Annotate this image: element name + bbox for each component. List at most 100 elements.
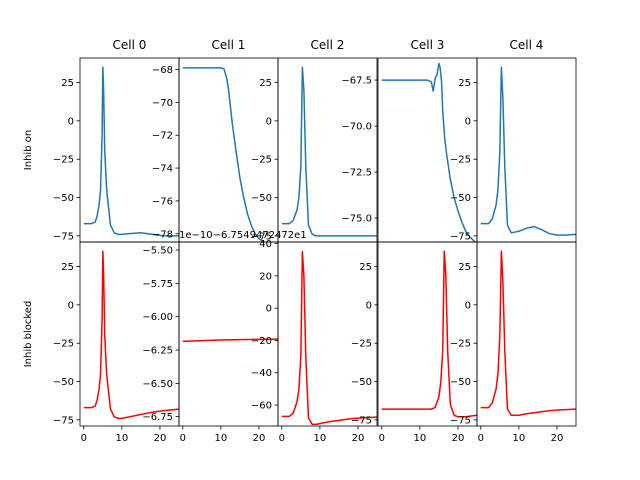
- panel-r1-c0-xtick-label-2: 20: [154, 433, 167, 444]
- panel-r1-c2-ytick-label-0: 40: [259, 239, 272, 250]
- panel-r1-c3-ytick-label-3: −50: [351, 377, 372, 388]
- panel-r1-c3: 25 0 −25 −50 −75 0 10 20: [351, 241, 478, 444]
- panel-r1-c0-frame: [79, 241, 180, 427]
- panel-r0-c1-series-line: [182, 67, 266, 242]
- panel-r0-c4-ytick-label-2: −25: [450, 155, 471, 166]
- panel-r0-c2-ytick-label-2: −25: [251, 155, 272, 166]
- column-title-4: Cell 4: [510, 38, 544, 52]
- panel-r1-c4-ytick-label-1: 0: [465, 300, 471, 311]
- panel-r0-c0-ytick-label-1: 0: [68, 116, 74, 127]
- panel-r0-c3-ytick-label-3: −75.0: [341, 214, 372, 225]
- row-label-0: Inhib on: [23, 130, 34, 170]
- panel-r1-c4-xtick-label-1: 10: [513, 433, 526, 444]
- panel-r1-c1-ytick-label-0: −5.50: [142, 246, 173, 257]
- panel-r0-c1-ytick-label-0: −68: [152, 65, 173, 76]
- row-label-1: Inhib blocked: [23, 301, 34, 368]
- column-title-1: Cell 1: [212, 38, 246, 52]
- panel-r1-c3-series-line: [381, 250, 477, 418]
- panel-r0-c4-ytick-label-1: 0: [465, 116, 471, 127]
- panel-r0-c1-ytick-label-3: −74: [152, 164, 173, 175]
- panel-r1-c4-ytick-label-4: −75: [450, 415, 471, 426]
- panel-r0-c0-ytick-label-0: 25: [61, 78, 74, 89]
- panel-r1-c3-xtick-label-2: 20: [452, 433, 465, 444]
- panel-r1-c0-xtick-label-0: 0: [81, 433, 87, 444]
- panel-r1-c4-ytick-label-2: −25: [450, 339, 471, 350]
- panel-r0-c3-ytick-label-1: −70.0: [341, 122, 372, 133]
- panel-r1-c0-ytick-label-0: 25: [61, 262, 74, 273]
- panel-r1-c1-xtick-label-2: 20: [253, 433, 266, 444]
- panel-r0-c4-frame: [476, 57, 577, 243]
- panel-r1-c3-ytick-label-0: 25: [359, 262, 372, 273]
- panel-r0-c0: 25 0 −25 −50 −75: [53, 57, 180, 243]
- panel-r0-c3-ytick-label-0: −67.5: [341, 76, 372, 87]
- panel-r1-c0-xtick-label-1: 10: [116, 433, 129, 444]
- panel-r0-c4-series-line: [480, 66, 576, 236]
- panel-r1-c1-ytick-label-1: −5.75: [142, 279, 173, 290]
- panel-r0-c1-ytick-label-1: −70: [152, 98, 173, 109]
- panel-r1-c2-xtick-label-1: 10: [314, 433, 327, 444]
- panel-r0-c0-frame: [79, 57, 180, 243]
- panel-r1-c1-ytick-label-3: −6.25: [142, 346, 173, 357]
- panel-r1-c1-ytick-label-4: −6.50: [142, 379, 173, 390]
- panel-r0-c2-ytick-label-3: −50: [251, 193, 272, 204]
- panel-r1-c0-ytick-label-3: −50: [53, 377, 74, 388]
- panel-r1-c0-ytick-label-4: −75: [53, 415, 74, 426]
- panel-r0-c0-series-line: [83, 66, 179, 237]
- panel-r0-c2-series-line: [281, 66, 377, 237]
- panel-r1-c2: 40 20 0 −20 −40 −60 0 10 20: [251, 239, 378, 444]
- column-title-2: Cell 2: [311, 38, 345, 52]
- panel-r0-c0-ytick-label-4: −75: [53, 231, 74, 242]
- column-title-3: Cell 3: [411, 38, 445, 52]
- panel-r0-c4-ytick-label-4: −75: [450, 231, 471, 242]
- panel-r1-c2-ytick-label-1: 20: [259, 271, 272, 282]
- panel-r0-c4: 25 0 −25 −50 −75: [450, 57, 577, 243]
- column-title-0: Cell 0: [113, 38, 147, 52]
- panel-r1-c1-frame: [178, 241, 279, 427]
- panel-r0-c4-ytick-label-3: −50: [450, 193, 471, 204]
- panel-r1-c1-xtick-label-1: 10: [215, 433, 228, 444]
- panel-r1-c0-series-line: [83, 250, 179, 420]
- panel-r0-c3-series-line: [381, 62, 477, 242]
- panel-r1-c3-ytick-label-1: 0: [366, 300, 372, 311]
- panel-r1-c2-ytick-label-3: −20: [251, 336, 272, 347]
- panel-r0-c2-ytick-label-1: 0: [266, 116, 272, 127]
- panel-r1-c0-ytick-label-2: −25: [53, 339, 74, 350]
- panel-r0-c1-ytick-label-5: −78: [152, 229, 173, 240]
- panel-r1-c4-ytick-label-3: −50: [450, 377, 471, 388]
- panel-r0-c3: −67.5 −70.0 −72.5 −75.0: [341, 57, 478, 243]
- panel-r1-c2-ytick-label-2: 0: [266, 304, 272, 315]
- panel-r1-c1: −5.50 −5.75 −6.00 −6.25 −6.50 −6.75 0 10 20 1e−10…: [142, 230, 306, 444]
- panel-r1-c4-xtick-label-2: 20: [551, 433, 564, 444]
- panel-r1-c0-ytick-label-1: 0: [68, 300, 74, 311]
- panel-r1-c3-xtick-label-0: 0: [379, 433, 385, 444]
- panel-r1-c1-ytick-label-2: −6.00: [142, 312, 173, 323]
- panel-r1-c2-xtick-label-0: 0: [279, 433, 285, 444]
- panel-r1-c3-ytick-label-4: −75: [351, 415, 372, 426]
- panel-r1-c4-ytick-label-0: 25: [458, 262, 471, 273]
- panel-r1-c1-series-line: [182, 338, 278, 343]
- panel-r0-c1-ytick-label-4: −76: [152, 196, 173, 207]
- panel-r1-c2-ytick-label-4: −40: [251, 368, 272, 379]
- panel-r1-c2-xtick-label-2: 20: [352, 433, 365, 444]
- panel-r1-c2-ytick-label-5: −60: [251, 401, 272, 412]
- panel-r0-c1: −68 −70 −72 −74 −76 −78: [152, 57, 279, 243]
- panel-r1-c0: 25 0 −25 −50 −75 0 10 20: [53, 241, 180, 444]
- panel-r1-c1-offset-text: 1e−10−6.7549472472e1: [179, 230, 307, 241]
- panel-r1-c4: 25 0 −25 −50 −75 0 10 20: [450, 241, 577, 444]
- panel-r1-c2-frame: [277, 241, 378, 427]
- panel-r0-c1-ytick-label-2: −72: [152, 131, 173, 142]
- panel-r1-c4-series-line: [480, 250, 576, 417]
- panel-r1-c1-xtick-label-0: 0: [180, 433, 186, 444]
- panel-r0-c4-ytick-label-0: 25: [458, 78, 471, 89]
- panel-r0-c2-ytick-label-0: 25: [259, 78, 272, 89]
- panel-r1-c3-xtick-label-1: 10: [414, 433, 427, 444]
- panel-r1-c3-ytick-label-2: −25: [351, 339, 372, 350]
- panel-r1-c1-ytick-label-5: −6.75: [142, 412, 173, 423]
- panel-r0-c0-ytick-label-3: −50: [53, 193, 74, 204]
- panel-r1-c4-xtick-label-0: 0: [478, 433, 484, 444]
- panel-r0-c2-ytick-label-4: −75: [251, 231, 272, 242]
- panel-r0-c3-ytick-label-2: −72.5: [341, 168, 372, 179]
- panel-r0-c0-ytick-label-2: −25: [53, 155, 74, 166]
- panel-r1-c4-frame: [476, 241, 577, 427]
